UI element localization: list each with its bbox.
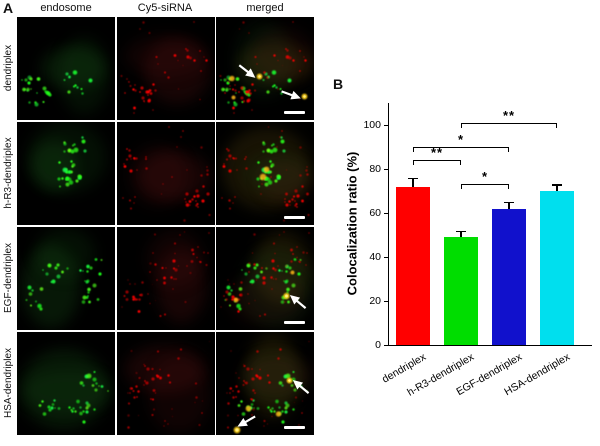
significance-bracket (413, 160, 461, 166)
error-bar-line (460, 230, 462, 238)
y-axis (388, 103, 390, 347)
significance-label: ** (430, 145, 444, 161)
bar-EGF-dendriplex (492, 208, 526, 345)
significance-bracket (413, 147, 509, 152)
significance-label: ** (502, 107, 516, 123)
x-axis (388, 345, 592, 347)
panel-b-label: B (333, 76, 344, 92)
y-tick-label: 20 (369, 295, 381, 307)
bar-HSA-dendriplex (540, 191, 574, 345)
y-tick-label: 40 (369, 251, 381, 263)
y-tick-mark (383, 169, 388, 171)
significance-label: * (457, 132, 465, 147)
y-tick-mark (383, 213, 388, 215)
panel-a-label: A (3, 0, 14, 16)
error-bar-line (412, 177, 414, 187)
error-bar-line (556, 184, 558, 191)
bar-dendriplex (396, 186, 430, 345)
y-tick-mark (383, 345, 388, 347)
y-tick-mark (383, 257, 388, 259)
y-tick-label: 80 (369, 163, 381, 175)
y-tick-mark (383, 301, 388, 303)
significance-bracket (461, 122, 557, 128)
error-bar-cap (456, 230, 466, 232)
y-tick-label: 0 (375, 339, 381, 351)
bar-h-R3-dendriplex (444, 237, 478, 345)
column-header-merged: merged (246, 2, 284, 14)
error-bar-cap (408, 177, 418, 180)
scale-bar (284, 426, 305, 429)
y-tick-mark (383, 125, 388, 127)
error-bar-cap (504, 202, 514, 204)
error-bar-line (508, 202, 510, 209)
y-axis-title: Colocalization ratio (%) (344, 151, 360, 296)
scale-bar (284, 216, 305, 219)
column-header-cy5-sirna: Cy5-siRNA (137, 2, 193, 14)
scale-bar (284, 111, 305, 114)
scale-bar (284, 321, 305, 324)
y-tick-label: 60 (369, 207, 381, 219)
significance-label: * (481, 169, 489, 185)
error-bar-cap (552, 184, 562, 186)
significance-bracket (461, 184, 509, 190)
y-tick-label: 100 (363, 119, 381, 131)
column-header-endosome: endosome (40, 2, 92, 14)
